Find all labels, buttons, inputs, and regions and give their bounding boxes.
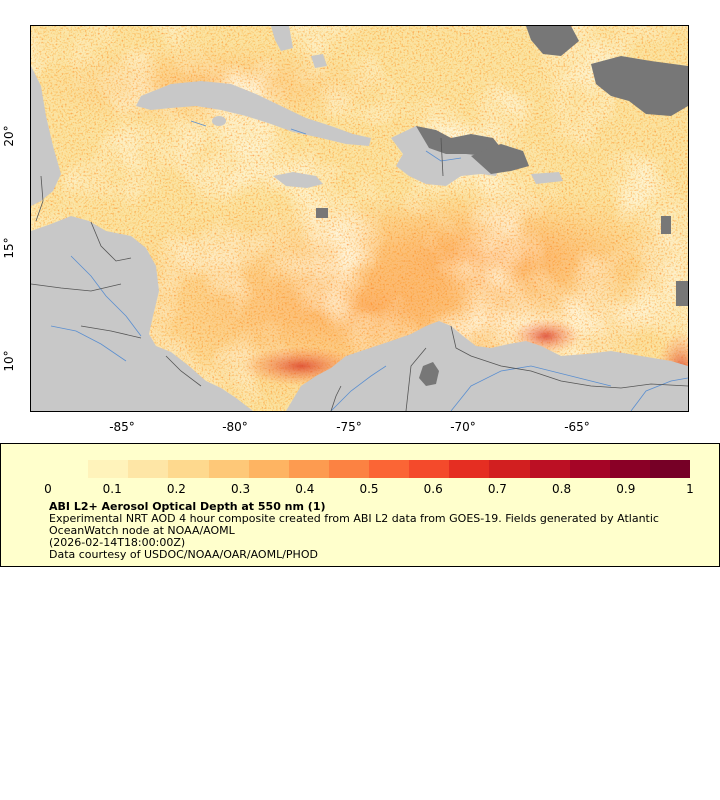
legend-description: Experimental NRT AOD 4 hour composite cr…	[49, 512, 659, 537]
colorbar-segment	[409, 460, 450, 478]
colorbar-label: 0	[44, 482, 52, 496]
no-data-small-3	[676, 281, 688, 306]
no-data-small-2	[661, 216, 671, 234]
colorbar-segment	[88, 460, 129, 478]
colorbar-label: 0.8	[552, 482, 572, 496]
colorbar-segment	[128, 460, 169, 478]
no-data-east	[591, 56, 688, 116]
no-data-northeast	[526, 26, 579, 56]
colorbar-label: 0.4	[295, 482, 315, 496]
colorbar-segment	[369, 460, 410, 478]
no-data-central	[471, 144, 529, 174]
land-south-america	[286, 321, 688, 411]
y-tick-label: 15°	[2, 237, 16, 259]
land-central-america	[31, 216, 253, 411]
colorbar-segment	[208, 460, 249, 478]
map-panel[interactable]	[30, 25, 689, 412]
aod-map	[31, 26, 688, 411]
legend-text: ABI L2+ Aerosol Optical Depth at 550 nm …	[49, 501, 689, 561]
colorbar-segment	[489, 460, 530, 478]
colorbar-segment	[569, 460, 610, 478]
no-data-lake-maracaibo	[419, 362, 439, 386]
colorbar-label: 0.3	[231, 482, 251, 496]
land-cuba	[136, 81, 371, 146]
legend-panel: 0 0.1 0.2 0.3 0.4 0.5 0.6 0.7 0.8 0.9 1 ABI L2+ Ae…	[0, 443, 720, 567]
x-tick-label: -80°	[222, 420, 248, 434]
land-jamaica	[273, 172, 323, 188]
colorbar-segment	[168, 460, 209, 478]
land-puerto-rico	[531, 172, 563, 184]
legend-credit: Data courtesy of USDOC/NOAA/OAR/AOML/PHO…	[49, 548, 318, 561]
land-yucatan	[31, 66, 61, 206]
colorbar-label: 0.6	[423, 482, 443, 496]
y-tick-label: 10°	[2, 350, 16, 372]
colorbar-label: 0.2	[166, 482, 186, 496]
colorbar-segment	[328, 460, 369, 478]
colorbar-label: 0.5	[359, 482, 379, 496]
land-isle-of-youth	[212, 116, 226, 126]
y-tick-label: 20°	[2, 125, 16, 147]
x-tick-label: -75°	[336, 420, 362, 434]
colorbar-label: 0.9	[616, 482, 636, 496]
colorbar-label: 1	[686, 482, 694, 496]
colorbar-segment	[449, 460, 490, 478]
colorbar-segment	[649, 460, 690, 478]
no-data-hispaniola	[416, 126, 501, 156]
country-borders	[31, 137, 688, 411]
colorbar-label: 0.1	[102, 482, 122, 496]
x-tick-label: -65°	[564, 420, 590, 434]
colorbar-segment	[48, 460, 89, 478]
legend-timestamp: (2026-02-14T18:00:00Z)	[49, 536, 186, 549]
rivers	[50, 120, 688, 411]
colorbar-label: 0.7	[487, 482, 507, 496]
land-bahamas	[271, 26, 327, 68]
colorbar-segment	[248, 460, 289, 478]
colorbar	[48, 460, 690, 478]
no-data-small-1	[316, 208, 328, 218]
colorbar-segment	[288, 460, 329, 478]
legend-title: ABI L2+ Aerosol Optical Depth at 550 nm …	[49, 500, 326, 513]
x-tick-label: -85°	[109, 420, 135, 434]
x-tick-label: -70°	[450, 420, 476, 434]
colorbar-segment	[529, 460, 570, 478]
colorbar-segment	[609, 460, 650, 478]
